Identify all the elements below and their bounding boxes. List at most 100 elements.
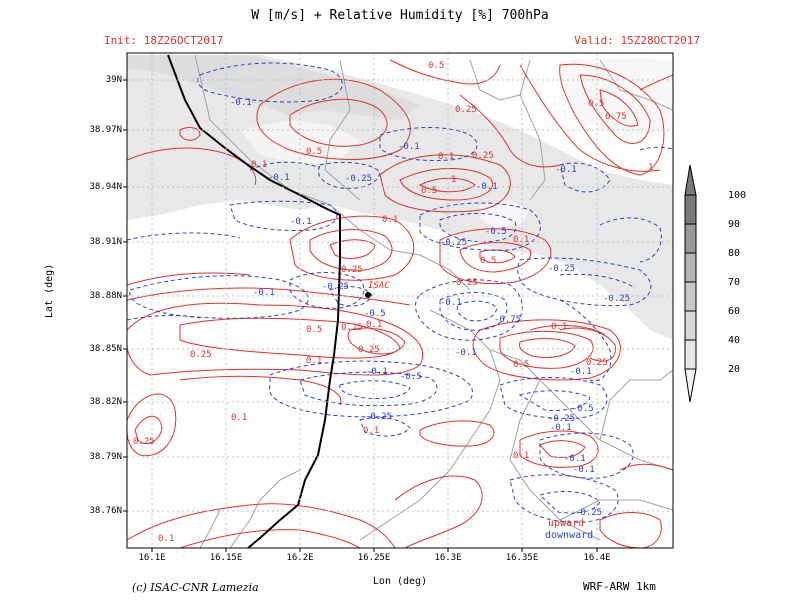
colorbar-label: 80 (728, 248, 741, 259)
colorbar-swatch (684, 310, 697, 341)
colorbar-swatch (684, 281, 697, 312)
coastline (167, 54, 341, 548)
contour-label-down: -0.1 (570, 367, 592, 377)
contour-label-up: 0.5 (588, 99, 604, 109)
contour-label-up: 0.25 (472, 151, 494, 161)
contour-label-down: -0.25 (548, 264, 575, 274)
plot-frame (126, 52, 674, 549)
contour-label-up: 0.5 (306, 325, 322, 335)
x-tick-label: 16.35E (505, 553, 539, 563)
y-tick-label: 38.91N (89, 237, 122, 247)
contour-label-down: -0.75 (494, 315, 521, 325)
terrain-borders (194, 54, 673, 548)
contour-label-up: 0.5 (421, 186, 437, 196)
station-label: ISAC (368, 281, 390, 291)
contour-label-up: 0.1 (366, 320, 382, 330)
contour-label-down: -0.25 (345, 174, 372, 184)
contour-label-down: -0.1 (253, 288, 275, 298)
contour-label-down: -0.1 (455, 348, 477, 358)
gridlines (127, 53, 673, 548)
contour-label-down: -0.1 (290, 217, 312, 227)
contour-label-down: -0.25 (575, 508, 602, 518)
contour-label-down: -0.5 (400, 372, 422, 382)
credit-text: (c) ISAC-CNR Lamezia (132, 581, 259, 594)
colorbar-label: 70 (728, 277, 741, 288)
contour-label-up: 0.25 (133, 437, 155, 447)
contour-label-up: 0.25 (455, 105, 477, 115)
contour-label-down: -0.1 (564, 454, 586, 464)
contour-label-up: 0.1 (513, 235, 529, 245)
contour-label-up: 1 (451, 175, 456, 185)
contour-label-up: 0.1 (158, 534, 174, 544)
colorbar-label: 60 (728, 306, 741, 317)
contour-label-down: -0.5 (485, 227, 507, 237)
x-axis-title: Lon (deg) (372, 576, 428, 587)
contour-label-up: 0.5 (513, 360, 529, 370)
x-tick-label: 16.3E (434, 553, 462, 563)
contour-label-up: 0.1 (551, 322, 567, 332)
contour-label-up: 0.1 (306, 356, 322, 366)
contour-label-up: 1 (648, 163, 653, 173)
humidity-shading (127, 55, 673, 340)
y-tick-label: 39N (105, 75, 122, 85)
y-tick-label: 38.94N (89, 182, 122, 192)
contour-label-up: 0.5 (480, 256, 496, 266)
x-tick-label: 16.4E (583, 553, 611, 563)
downward-contour-labels: -0.1 -0.1 -0.25 -0.1 -0.1 -0.1 -0.25 -0.… (230, 98, 630, 518)
contour-label-up: 0.5 (428, 61, 444, 71)
contour-label-up: 0.1 (231, 413, 247, 423)
upward-contour-labels: 0.5 0.25 0.5 0.75 1 0.1 0.5 0.1 0.25 1 0… (133, 61, 653, 544)
contour-label-up: 0.25 (456, 278, 478, 288)
valid-time: Valid: 15Z28OCT2017 (574, 34, 700, 47)
y-tick-label: 38.79N (89, 452, 122, 462)
colorbar-label: 20 (728, 364, 741, 375)
contour-label-up: 0.1 (438, 152, 454, 162)
y-axis-title: Lat (deg) (44, 263, 55, 318)
contour-label-down: -0.25 (365, 412, 392, 422)
contour-label-down: -0.5 (364, 309, 386, 319)
x-tick-label: 16.2E (286, 553, 314, 563)
contour-label-up: 0.1 (363, 426, 379, 436)
contour-label-down: -0.25 (322, 282, 349, 292)
colorbar-top-arrow (684, 164, 697, 196)
colorbar-swatch (684, 194, 697, 225)
colorbar-swatch (684, 252, 697, 283)
colorbar-swatch (684, 223, 697, 254)
contour-label-down: -0.1 (476, 182, 498, 192)
tick-marks (123, 79, 598, 552)
model-name: WRF-ARW 1km (583, 580, 656, 593)
contour-label-down: -0.1 (555, 165, 577, 175)
colorbar (684, 164, 697, 403)
contour-label-up: 0.1 (513, 451, 529, 461)
contour-label-down: -0.5 (572, 404, 594, 414)
contour-label-down: -0.25 (548, 414, 575, 424)
contour-label-up: 0.5 (306, 147, 322, 157)
contour-label-up: 0.25 (190, 350, 212, 360)
y-tick-label: 38.82N (89, 397, 122, 407)
map-title: W [m/s] + Relative Humidity [%] 700hPa (251, 8, 549, 23)
contour-label-down: -0.25 (603, 294, 630, 304)
y-tick-label: 38.85N (89, 344, 122, 354)
init-time: Init: 18Z26OCT2017 (104, 34, 224, 47)
colorbar-bottom-arrow (684, 368, 697, 403)
contour-label-down: -0.1 (550, 423, 572, 433)
downward-contours (127, 62, 673, 523)
contour-label-up: 0.25 (341, 323, 363, 333)
legend-upward: upward (548, 518, 585, 529)
colorbar-label: 90 (728, 219, 741, 230)
contour-label-down: -0.1 (573, 465, 595, 475)
x-tick-label: 16.25E (357, 553, 391, 563)
contour-label-down: -0.25 (440, 238, 467, 248)
x-tick-label: 16.1E (138, 553, 166, 563)
station-marker (365, 292, 371, 298)
colorbar-label: 100 (728, 190, 747, 201)
contour-label-down: -0.1 (230, 98, 252, 108)
y-tick-label: 38.88N (89, 291, 122, 301)
contour-label-down: -0.1 (366, 367, 388, 377)
contour-label-up: 0.25 (341, 265, 363, 275)
contour-label-down: -0.1 (268, 173, 290, 183)
upward-contours (127, 59, 673, 548)
contour-label-down: -0.1 (398, 142, 420, 152)
contour-label-up: 0.1 (251, 160, 267, 170)
